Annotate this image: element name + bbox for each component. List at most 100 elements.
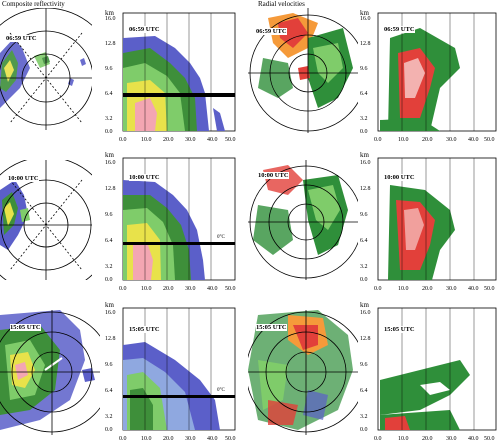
svg-text:40.0: 40.0 (468, 137, 479, 143)
svg-text:40.0: 40.0 (468, 436, 479, 442)
ppi-velocity-panel-3: 15:05 UTC (248, 310, 358, 435)
svg-text:40.0: 40.0 (468, 286, 479, 292)
svg-text:30.0: 30.0 (185, 137, 196, 143)
svg-text:10.0: 10.0 (141, 436, 152, 442)
svg-text:16.0: 16.0 (360, 160, 371, 166)
svg-text:0.0: 0.0 (119, 286, 127, 292)
radial-velocities-title: Radial velocities (258, 0, 305, 8)
svg-text:40.0: 40.0 (207, 286, 218, 292)
svg-text:12.8: 12.8 (105, 336, 116, 342)
svg-text:0.0: 0.0 (360, 427, 368, 433)
svg-text:20.0: 20.0 (163, 137, 174, 143)
svg-text:6.4: 6.4 (105, 91, 113, 97)
svg-text:50.0: 50.0 (484, 286, 495, 292)
svg-text:3.2: 3.2 (105, 116, 113, 122)
svg-text:50.0: 50.0 (484, 436, 495, 442)
svg-text:9.6: 9.6 (360, 66, 368, 72)
ppi-reflectivity-panel-3: 15:05 UTC (0, 310, 100, 435)
svg-text:km: km (105, 151, 115, 159)
svg-text:50.0: 50.0 (484, 137, 495, 143)
svg-text:9.6: 9.6 (360, 362, 368, 368)
time-label-3c: 15:05 UTC (256, 324, 287, 331)
svg-text:10.0: 10.0 (398, 137, 409, 143)
svg-text:0.0: 0.0 (360, 129, 368, 135)
svg-text:3.2: 3.2 (360, 116, 368, 122)
time-label-1d: 06:59 UTC (384, 26, 415, 33)
svg-text:16.0: 16.0 (105, 310, 116, 316)
svg-text:9.6: 9.6 (105, 362, 113, 368)
svg-text:30.0: 30.0 (185, 436, 196, 442)
rhi-velocity-panel-1: km 16.0 12.8 9.6 6.4 3.2 0.0 0.0 10.0 20.0 30.… (360, 8, 498, 143)
svg-text:0.0: 0.0 (360, 277, 368, 283)
svg-text:3.2: 3.2 (105, 414, 113, 420)
svg-text:10.0: 10.0 (141, 137, 152, 143)
rhi-reflectivity-panel-3: km 16.0 12.8 9.6 6.4 3.2 0.0 0.0 10.0 20.0 30.… (105, 300, 237, 443)
svg-text:20.0: 20.0 (422, 137, 433, 143)
svg-text:20.0: 20.0 (163, 436, 174, 442)
svg-text:20.0: 20.0 (422, 436, 433, 442)
svg-text:0.0: 0.0 (105, 277, 113, 283)
svg-text:16.0: 16.0 (360, 16, 371, 22)
svg-text:20.0: 20.0 (422, 286, 433, 292)
svg-text:0.0: 0.0 (374, 286, 382, 292)
time-label-1c: 06:59 UTC (256, 28, 287, 35)
svg-text:3.2: 3.2 (360, 264, 368, 270)
svg-text:30.0: 30.0 (446, 286, 457, 292)
svg-text:6.4: 6.4 (360, 388, 368, 394)
svg-text:16.0: 16.0 (105, 160, 116, 166)
svg-text:12.8: 12.8 (105, 186, 116, 192)
isotherm-label-3: 0°C (217, 388, 225, 393)
svg-text:6.4: 6.4 (360, 91, 368, 97)
svg-text:30.0: 30.0 (185, 286, 196, 292)
svg-text:16.0: 16.0 (105, 16, 116, 22)
svg-text:50.0: 50.0 (225, 137, 236, 143)
svg-text:12.8: 12.8 (360, 41, 371, 47)
time-label-2b: 10:00 UTC (129, 174, 160, 181)
isotherm-label-2: 0°C (217, 235, 225, 240)
time-label-2a: 10:00 UTC (8, 175, 39, 182)
svg-text:10.0: 10.0 (398, 286, 409, 292)
svg-text:50.0: 50.0 (225, 436, 236, 442)
svg-text:0.0: 0.0 (374, 436, 382, 442)
ppi-reflectivity-panel-2: 10:00 UTC (0, 160, 92, 280)
svg-text:6.4: 6.4 (360, 238, 368, 244)
svg-text:10.0: 10.0 (398, 436, 409, 442)
svg-text:0.0: 0.0 (119, 137, 127, 143)
svg-text:40.0: 40.0 (207, 436, 218, 442)
ppi-velocity-panel-1: 06:59 UTC (248, 8, 358, 133)
svg-text:12.8: 12.8 (105, 41, 116, 47)
svg-text:km: km (360, 301, 370, 309)
svg-text:3.2: 3.2 (360, 414, 368, 420)
svg-text:km: km (105, 301, 115, 309)
time-label-2d: 10:00 UTC (384, 174, 415, 181)
svg-text:3.2: 3.2 (105, 264, 113, 270)
svg-text:0.0: 0.0 (119, 436, 127, 442)
time-label-2c: 10:00 UTC (258, 172, 289, 179)
time-label-1a: 06:59 UTC (6, 35, 37, 42)
svg-text:km: km (360, 151, 370, 159)
svg-text:6.4: 6.4 (105, 388, 113, 394)
svg-text:0.0: 0.0 (105, 427, 113, 433)
rhi-velocity-panel-2: km 16.0 12.8 9.6 6.4 3.2 0.0 0.0 10.0 20.0 30.… (360, 150, 498, 292)
ppi-velocity-panel-2: 10:00 UTC (248, 160, 358, 280)
svg-text:12.8: 12.8 (360, 186, 371, 192)
svg-text:0.0: 0.0 (105, 129, 113, 135)
time-label-1b: 06:59 UTC (129, 26, 160, 33)
svg-text:40.0: 40.0 (207, 137, 218, 143)
rhi-reflectivity-panel-2: km 16.0 12.8 9.6 6.4 3.2 0.0 0.0 10.0 20.0 30.… (105, 150, 237, 292)
time-label-3b: 15:05 UTC (129, 326, 160, 333)
time-label-3d: 15:05 UTC (384, 326, 415, 333)
svg-text:9.6: 9.6 (360, 212, 368, 218)
svg-text:6.4: 6.4 (105, 238, 113, 244)
svg-text:9.6: 9.6 (105, 66, 113, 72)
svg-text:30.0: 30.0 (446, 137, 457, 143)
svg-text:9.6: 9.6 (105, 212, 113, 218)
svg-text:16.0: 16.0 (360, 310, 371, 316)
svg-text:0.0: 0.0 (374, 137, 382, 143)
svg-text:km: km (105, 9, 115, 17)
svg-text:50.0: 50.0 (225, 286, 236, 292)
rhi-reflectivity-panel-1: km 16.0 12.8 9.6 6.4 3.2 0.0 0.0 10.0 20.0 30.… (105, 8, 237, 143)
svg-text:10.0: 10.0 (141, 286, 152, 292)
composite-reflectivity-title: Composite reflectivity (2, 0, 65, 8)
rhi-velocity-panel-3: km 16.0 12.8 9.6 6.4 3.2 0.0 0.0 10.0 20.0 30.… (360, 300, 498, 443)
